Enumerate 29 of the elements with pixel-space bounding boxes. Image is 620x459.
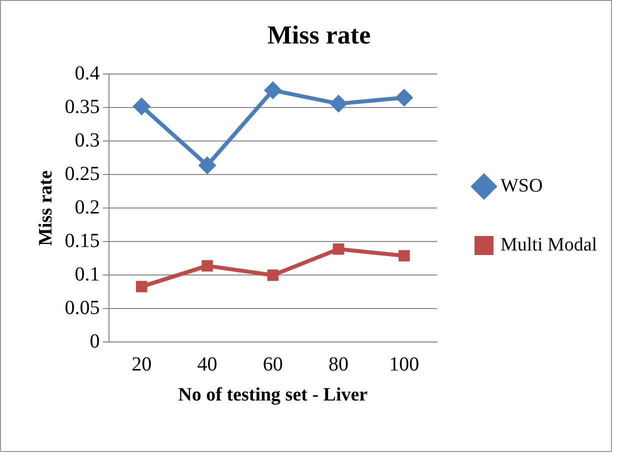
y-tick-label: 0.25 xyxy=(64,162,100,185)
point xyxy=(198,156,216,174)
point xyxy=(395,88,414,107)
x-tick-label: 20 xyxy=(132,353,152,376)
y-tick-label: 0.3 xyxy=(74,129,100,152)
legend-label: WSO xyxy=(500,175,543,196)
point xyxy=(264,81,282,100)
x-tick-label: 80 xyxy=(328,353,349,376)
legend-label: Multi Modal xyxy=(500,234,598,256)
x-tick-label: 60 xyxy=(262,353,283,376)
point xyxy=(330,94,348,113)
y-tick-label: 0.1 xyxy=(74,263,100,286)
point xyxy=(398,250,410,262)
point xyxy=(202,260,213,272)
point xyxy=(132,97,151,116)
y-tick-label: 0.05 xyxy=(64,296,100,319)
y-tick-label: 0.2 xyxy=(74,196,100,218)
x-axis-title: No of testing set - Liver xyxy=(178,384,368,406)
chart-title: Miss rate xyxy=(267,20,371,50)
x-tick-label: 100 xyxy=(389,353,420,376)
y-tick-label: 0.35 xyxy=(64,96,100,118)
y-tick-label: 0.15 xyxy=(64,230,100,252)
y-tick-label: 0.4 xyxy=(74,62,100,84)
y-axis-title: Miss rate xyxy=(35,170,56,246)
point xyxy=(267,270,279,281)
y-tick-label: 0 xyxy=(90,330,100,352)
point xyxy=(332,243,344,255)
x-tick-label: 40 xyxy=(197,353,218,376)
point xyxy=(136,280,148,292)
